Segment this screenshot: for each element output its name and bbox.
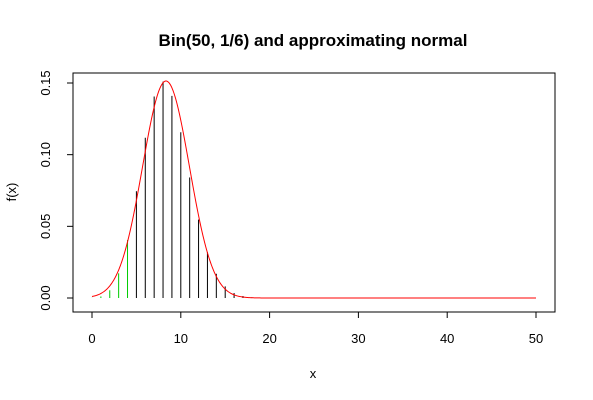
y-tick-label: 0.10 <box>38 142 53 167</box>
chart-title: Bin(50, 1/6) and approximating normal <box>159 31 468 50</box>
x-tick-label: 30 <box>351 331 365 346</box>
y-tick-label: 0.00 <box>38 285 53 310</box>
x-tick-label: 10 <box>174 331 188 346</box>
y-tick-label: 0.05 <box>38 214 53 239</box>
x-axis: 0 10 20 30 40 50 <box>88 311 543 346</box>
bars-layer <box>91 81 262 298</box>
x-tick-label: 40 <box>440 331 454 346</box>
y-axis-label: f(x) <box>4 183 19 202</box>
x-axis-label: x <box>310 366 317 381</box>
x-tick-label: 0 <box>88 331 95 346</box>
y-tick-label: 0.15 <box>38 70 53 95</box>
y-axis: 0.00 0.05 0.10 0.15 <box>38 70 74 311</box>
x-tick-label: 50 <box>529 331 543 346</box>
normal-curve <box>91 80 536 299</box>
x-tick-label: 20 <box>262 331 276 346</box>
